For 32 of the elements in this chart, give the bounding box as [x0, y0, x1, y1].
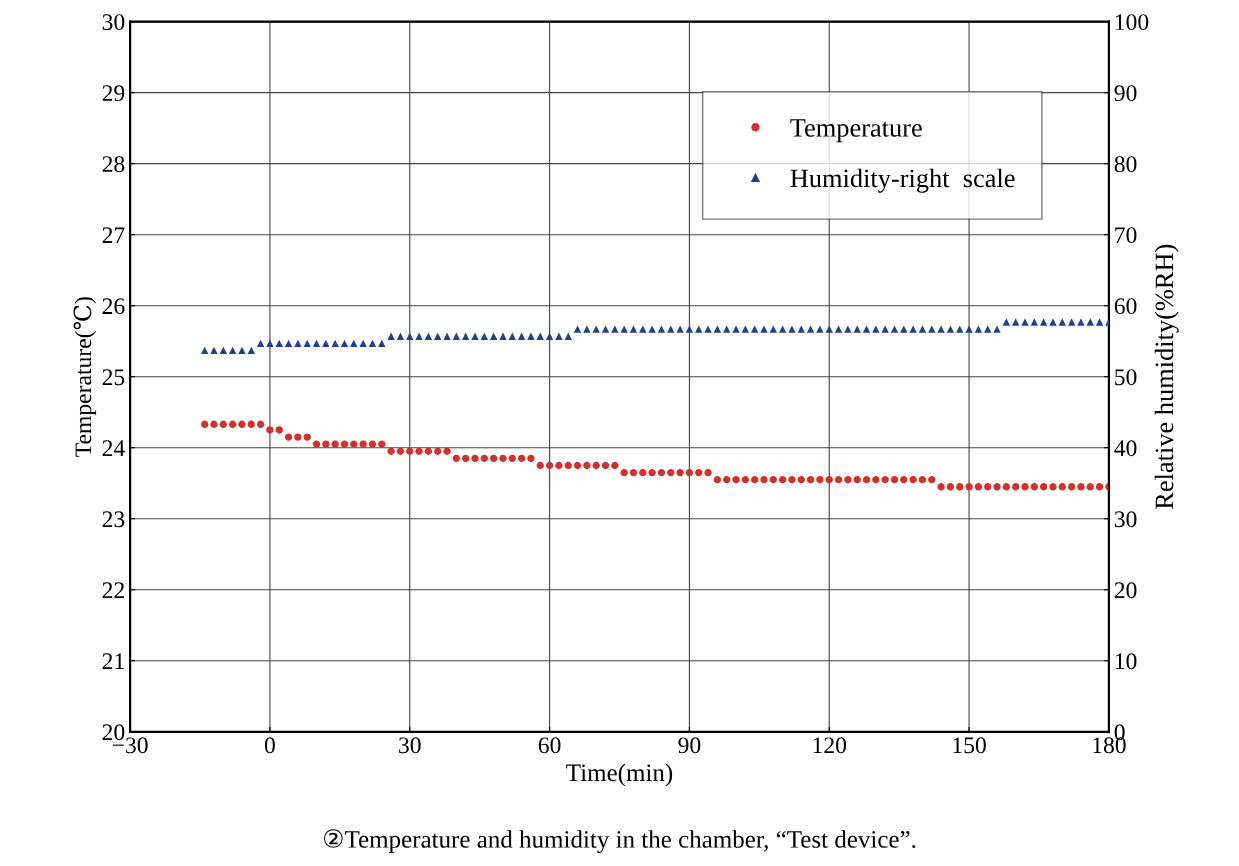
y2-tick-label: 10 [1115, 653, 1137, 670]
legend-label: Humidity-right scale [790, 168, 1015, 193]
y2-tick-label: 70 [1115, 227, 1137, 244]
x-tick-label: 60 [538, 737, 561, 754]
legend-label: Temperature [790, 119, 922, 143]
y-tick-label: 25 [102, 369, 125, 386]
y-tick-label: 29 [102, 85, 125, 102]
x-tick-label: 30 [399, 737, 421, 754]
x-tick-label: 90 [678, 737, 701, 754]
x-tick-label: 0 [264, 737, 275, 754]
y2-tick-label: 30 [1114, 511, 1137, 528]
y-tick-label: 26 [102, 298, 125, 315]
y-tick-label: 23 [102, 511, 125, 528]
y2-tick-label: 60 [1114, 298, 1137, 315]
x-tick-label: 120 [813, 737, 847, 754]
y2-tick-label: 90 [1114, 85, 1137, 102]
x-axis-title: Time(min) [566, 763, 673, 787]
text: ②Temperature and humidity in the chamber, “Test device”. [323, 829, 916, 854]
y2-tick-label: 20 [1114, 582, 1137, 599]
y-tick-label: 24 [102, 440, 125, 456]
y2-tick-label: 40 [1114, 440, 1137, 457]
y2-tick-label: 100 [1115, 14, 1149, 31]
y-tick-label: 30 [102, 14, 125, 31]
y2-tick-label: 50 [1115, 369, 1137, 386]
y-axis-title: Temperature(℃) [73, 297, 97, 457]
x-tick-label: 150 [953, 737, 986, 754]
y-tick-label: 27 [102, 227, 125, 243]
y2-axis-title: Relative humidity(%RH) [1154, 244, 1179, 509]
y-tick-label: 22 [102, 582, 124, 598]
y-tick-label: 28 [102, 156, 125, 173]
y-tick-label: 21 [102, 653, 124, 669]
y2-tick-label: 80 [1114, 156, 1137, 173]
